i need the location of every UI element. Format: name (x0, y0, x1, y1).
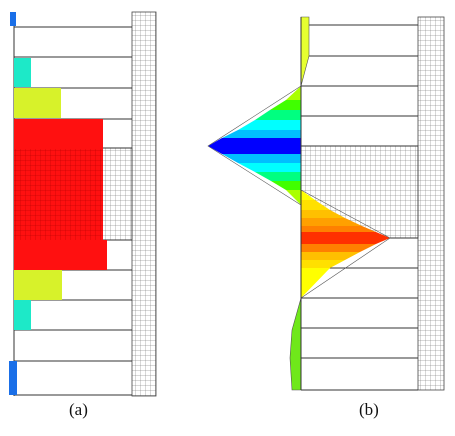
panel-b-left-lobe (207, 85, 302, 206)
panel-a-bar-red-middle-mesh (14, 149, 103, 240)
panel-a (9, 11, 157, 397)
panel-b-top-strip (300, 16, 310, 87)
panel-a-bar-bottom-blue (9, 361, 17, 395)
panel-b-mesh-column (417, 16, 445, 391)
panel-a-bar-top-blue (10, 12, 16, 26)
panel-a-bar-cyan-lower (14, 300, 31, 330)
panel-a-bar-yellow-lower (14, 270, 62, 300)
panel-a-bar-yellow-upper (14, 88, 61, 118)
panel-a-bar-cyan-upper (14, 58, 31, 87)
panel-a-bar-red-lower (14, 240, 107, 270)
panel-a-mesh-column (131, 11, 157, 397)
panel-a-bar-red-upper (14, 119, 103, 149)
panel-b-caption: (b) (359, 400, 379, 419)
panel-b-bottom-strip (289, 297, 302, 391)
panel-a-caption: (a) (69, 400, 88, 419)
panel-b (207, 16, 445, 391)
panel-b-right-lobe (300, 189, 391, 299)
